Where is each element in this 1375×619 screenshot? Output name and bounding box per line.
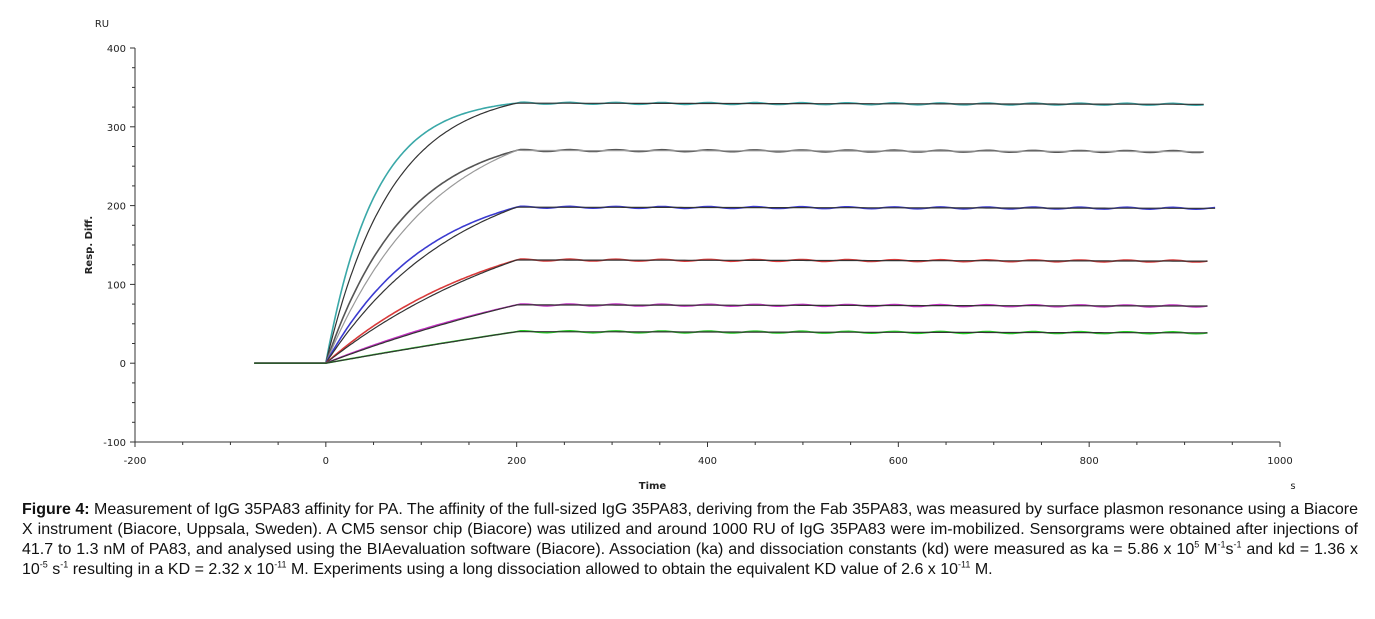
caption-text-3: s bbox=[1225, 541, 1234, 558]
figure-label: Figure 4: bbox=[22, 501, 90, 518]
x-tick-label: -200 bbox=[124, 456, 147, 467]
fit-curve-4 bbox=[254, 259, 1208, 364]
x-tick-label: 1000 bbox=[1267, 456, 1292, 467]
caption-sup-5: -1 bbox=[60, 559, 69, 570]
series-curve-6 bbox=[254, 329, 1208, 364]
fit-curve-6 bbox=[254, 331, 1208, 364]
fit-curve-3 bbox=[254, 206, 1216, 364]
series-curve-1 bbox=[254, 101, 1204, 364]
series-curve-3 bbox=[254, 205, 1216, 364]
caption-text-5: s bbox=[47, 561, 61, 578]
labels: -200 0 200 400 600 800 1000 -100 0 100 200 300 400 Ti… bbox=[84, 19, 1296, 492]
y-axis-title: Resp. Diff. bbox=[84, 216, 95, 275]
figure-caption: Figure 4: Measurement of IgG 35PA83 affi… bbox=[22, 500, 1358, 580]
caption-text-1: Measurement of IgG 35PA83 affinity for P… bbox=[22, 501, 1359, 558]
x-tick-label: 600 bbox=[889, 456, 908, 467]
caption-text-7: M. Experiments using a long dissociation… bbox=[286, 561, 959, 578]
x-tick-label: 200 bbox=[507, 456, 526, 467]
caption-sup-6: -11 bbox=[274, 559, 287, 570]
caption-sup-2: -1 bbox=[1217, 539, 1226, 550]
x-tick-label: 800 bbox=[1080, 456, 1099, 467]
y-tick-label: 400 bbox=[107, 44, 126, 55]
y-tick-label: 100 bbox=[107, 280, 126, 291]
sensorgram-chart: -200 0 200 400 600 800 1000 -100 0 100 200 300 400 Ti… bbox=[84, 19, 1296, 492]
curves bbox=[254, 101, 1216, 364]
caption-text-6: resulting in a KD = 2.32 x 10 bbox=[68, 561, 275, 578]
y-tick-label: 200 bbox=[107, 202, 126, 213]
x-tick-label: 400 bbox=[698, 456, 717, 467]
caption-sup-4: -5 bbox=[39, 559, 48, 570]
caption-text-8: M. bbox=[970, 561, 993, 578]
y-axis-unit: RU bbox=[95, 19, 109, 30]
caption-text-4: and kd = 1.36 x 10 bbox=[22, 541, 1359, 578]
fit-curve-1 bbox=[254, 102, 1204, 364]
x-axis-title: Time bbox=[639, 481, 667, 492]
y-tick-label: 0 bbox=[120, 359, 126, 370]
fit-curve-2 bbox=[254, 149, 1204, 364]
y-tick-label: 300 bbox=[107, 123, 126, 134]
caption-text-2: M bbox=[1199, 541, 1218, 558]
x-axis-unit: s bbox=[1290, 481, 1295, 492]
caption-sup-3: -1 bbox=[1233, 539, 1242, 550]
caption-sup-7: -11 bbox=[958, 559, 971, 570]
caption-sup-1: 5 bbox=[1194, 539, 1200, 550]
series-curve-4 bbox=[254, 258, 1208, 364]
axes bbox=[130, 47, 1281, 447]
fit-curve-5 bbox=[254, 304, 1208, 364]
y-tick-label: -100 bbox=[103, 438, 126, 449]
x-tick-label: 0 bbox=[323, 456, 329, 467]
